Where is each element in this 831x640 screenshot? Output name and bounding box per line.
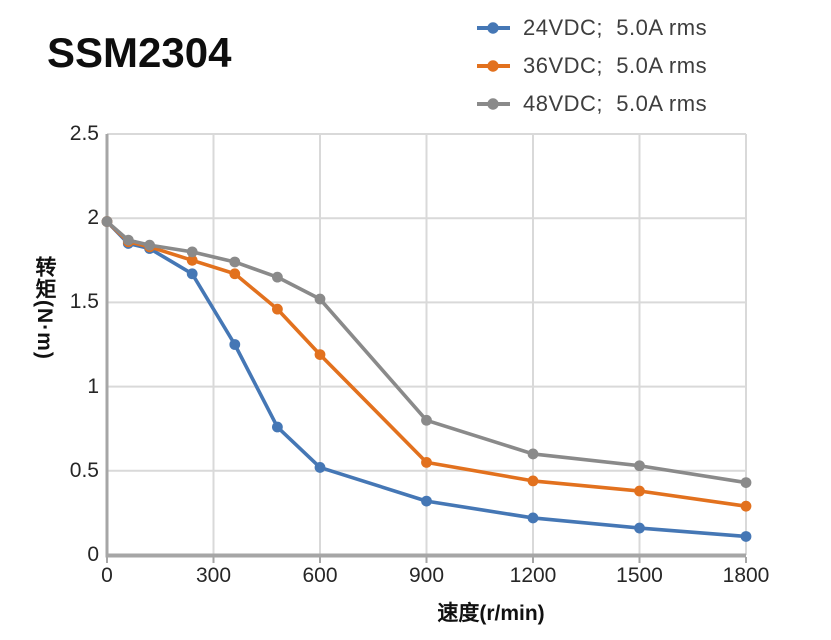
y-tick-label: 0	[87, 543, 99, 566]
series-marker-1	[314, 349, 326, 361]
legend-item-0: 24VDC; 5.0A rms	[477, 9, 707, 47]
series-marker-0	[229, 339, 241, 350]
series-marker-2	[314, 293, 326, 305]
series-marker-2	[272, 271, 283, 283]
x-tick-label: 300	[195, 564, 232, 587]
series-marker-2	[144, 239, 156, 251]
x-tick-label: 1500	[616, 564, 663, 587]
y-tick-label: 2.5	[69, 122, 99, 145]
legend-line-marker-icon	[477, 22, 510, 34]
chart-legend: 24VDC; 5.0A rms 36VDC; 5.0A rms 48VDC; 5.0…	[477, 9, 707, 123]
legend-item-1: 36VDC; 5.0A rms	[477, 47, 707, 85]
series-marker-0	[186, 268, 198, 280]
series-marker-2	[229, 256, 241, 268]
x-tick-label: 600	[302, 564, 338, 587]
series-marker-0	[421, 495, 432, 507]
series-marker-1	[527, 475, 539, 487]
legend-label: 36VDC; 5.0A rms	[523, 53, 708, 78]
x-tick-label: 1200	[509, 564, 557, 587]
series-marker-0	[634, 522, 645, 534]
x-tick-label: 0	[101, 564, 113, 587]
series-marker-0	[272, 421, 283, 433]
series-marker-2	[101, 216, 113, 227]
legend-label: 24VDC; 5.0A rms	[523, 15, 708, 40]
legend-label: 48VDC; 5.0A rms	[523, 91, 708, 116]
y-tick-label: 0.5	[69, 458, 99, 482]
series-marker-1	[634, 485, 645, 497]
series-marker-1	[740, 500, 752, 512]
series-marker-2	[186, 246, 198, 258]
series-marker-2	[122, 234, 134, 246]
series-marker-0	[527, 512, 539, 524]
series-marker-0	[314, 462, 326, 473]
y-tick-label: 1	[87, 374, 99, 398]
series-marker-1	[421, 456, 432, 468]
series-marker-2	[421, 414, 432, 426]
series-marker-2	[634, 460, 645, 472]
legend-line-marker-icon	[477, 60, 510, 72]
series-marker-2	[740, 477, 752, 488]
legend-item-2: 48VDC; 5.0A rms	[477, 85, 707, 123]
series-marker-1	[229, 268, 241, 280]
series-marker-1	[186, 254, 198, 266]
x-axis-title: 速度(r/min)	[437, 602, 545, 625]
y-axis-title: 转矩(N·m)	[33, 256, 56, 360]
legend-line-marker-icon	[477, 98, 510, 110]
chart-title: SSM2304	[47, 29, 232, 76]
y-tick-label: 2	[87, 206, 99, 230]
y-tick-label: 1.5	[69, 290, 99, 314]
series-marker-1	[272, 303, 283, 315]
series-marker-0	[740, 531, 752, 542]
x-tick-label: 1800	[722, 564, 770, 587]
series-marker-2	[527, 448, 539, 460]
x-tick-label: 900	[408, 564, 445, 587]
